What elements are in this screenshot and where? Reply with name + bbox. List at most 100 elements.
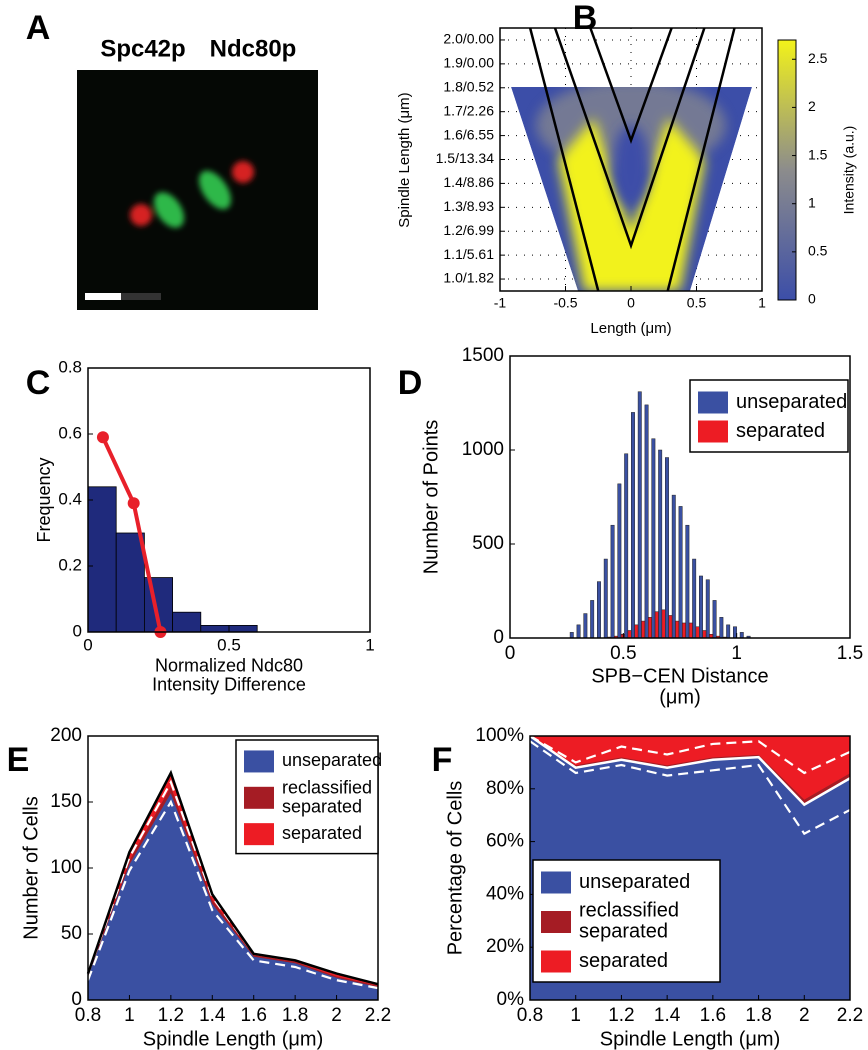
bound-line — [529, 740, 851, 836]
y-axis-label: Number of Points — [420, 420, 442, 575]
panel-letter: D — [398, 364, 423, 402]
panel-letter: A — [26, 9, 51, 47]
bar — [692, 558, 697, 639]
x-tick-label: 2 — [799, 1005, 810, 1026]
legend-label: separated — [282, 823, 362, 843]
y-tick-label: 1.7/2.26 — [443, 102, 494, 118]
trend-point — [96, 431, 109, 444]
y-tick-label: 1.4/8.86 — [443, 174, 494, 190]
legend-swatch — [698, 420, 728, 443]
legend-swatch — [541, 911, 571, 933]
y-tick-label: 2.0/0.00 — [443, 31, 494, 47]
colorbar-tick-label: 0.5 — [808, 243, 828, 259]
x-axis-label: Spindle Length (μm) — [143, 1028, 324, 1050]
bar — [654, 611, 659, 639]
y-tick-label: 20% — [486, 936, 524, 957]
y-tick-label: 1.1/5.61 — [443, 246, 494, 262]
model-line — [666, 27, 736, 292]
x-tick-label: 0.5 — [687, 295, 707, 311]
x-tick-label: 0.5 — [217, 635, 241, 654]
bar — [678, 506, 683, 639]
bar — [627, 630, 632, 639]
x-tick-label: 1.6 — [241, 1005, 267, 1026]
bar — [634, 624, 639, 639]
legend-label: unseparated — [282, 750, 382, 770]
bar — [603, 558, 608, 639]
bar — [682, 622, 686, 639]
y-tick-label: 1000 — [462, 439, 504, 460]
plot-frame — [529, 735, 851, 1001]
map-low-intensity — [613, 125, 649, 205]
y-axis-label: Spindle Length (μm) — [396, 92, 413, 227]
histogram-bar — [87, 486, 117, 633]
bar — [658, 449, 663, 639]
trend-point — [127, 497, 140, 510]
bar — [739, 632, 744, 639]
x-tick-label: -0.5 — [553, 295, 577, 311]
x-tick-label: 1.4 — [654, 1005, 681, 1026]
x-tick-label: 1 — [365, 635, 374, 654]
x-tick-label: 1.8 — [745, 1005, 771, 1026]
histogram-bar — [228, 625, 258, 633]
x-tick-label: 1 — [758, 295, 766, 311]
colorbar-label: Intensity (a.u.) — [841, 126, 857, 215]
x-tick-label: 0.8 — [517, 1005, 543, 1026]
bar — [705, 579, 710, 639]
stack-edge — [529, 734, 851, 807]
y-tick-label: 150 — [50, 791, 82, 812]
y-tick-label: 0 — [73, 621, 82, 640]
x-tick-label: 1.2 — [608, 1005, 634, 1026]
plot-frame — [87, 367, 371, 633]
colorbar — [777, 39, 797, 301]
legend-swatch — [541, 871, 571, 894]
micrograph — [77, 70, 318, 310]
spot-red — [130, 204, 152, 226]
panel-letter: E — [7, 741, 30, 779]
legend-swatch — [244, 750, 274, 773]
x-tick-label: -1 — [494, 295, 507, 311]
scale-bar-shadow — [121, 293, 161, 300]
bar — [583, 613, 588, 639]
legend-swatch — [541, 950, 571, 973]
histogram-bar — [172, 611, 202, 633]
legend-swatch — [244, 823, 274, 846]
bar — [665, 457, 669, 639]
bar — [644, 404, 649, 639]
y-tick-label: 0 — [71, 989, 82, 1010]
y-tick-label: 100 — [50, 857, 82, 878]
y-tick-label: 0.8 — [58, 357, 82, 376]
y-tick-label: 40% — [486, 883, 524, 904]
bar — [597, 581, 601, 639]
y-tick-label: 200 — [50, 725, 82, 746]
x-tick-label: 1 — [124, 1005, 135, 1026]
channel-label: Spc42p — [100, 35, 185, 62]
y-tick-label: 1.3/8.93 — [443, 198, 494, 214]
panel-letter: B — [573, 0, 598, 37]
legend-swatch — [698, 391, 728, 414]
y-tick-label: 0 — [493, 627, 504, 648]
model-line — [589, 27, 673, 145]
x-tick-label: 2 — [331, 1005, 342, 1026]
x-tick-label: 2.2 — [365, 1005, 391, 1026]
bar — [610, 524, 615, 639]
y-axis-label: Percentage of Cells — [444, 781, 466, 956]
histogram-bar — [200, 625, 230, 633]
colorbar-tick-label: 2 — [808, 98, 816, 114]
x-tick-label: 1.5 — [837, 643, 863, 664]
bar — [624, 453, 629, 639]
bar — [685, 524, 690, 639]
plot-frame — [87, 735, 379, 1001]
x-tick-label: 1 — [570, 1005, 581, 1026]
plot-frame — [509, 355, 851, 639]
intensity-map — [511, 87, 752, 291]
y-tick-label: 100% — [475, 725, 524, 746]
x-axis-label: Spindle Length (μm) — [600, 1028, 781, 1050]
bar — [688, 622, 693, 639]
x-tick-label: 1.2 — [158, 1005, 184, 1026]
x-tick-label: 0 — [83, 635, 92, 654]
legend-label: unseparated — [736, 391, 847, 413]
bar — [719, 617, 724, 639]
bar — [661, 609, 666, 639]
y-tick-label: 60% — [486, 831, 524, 852]
